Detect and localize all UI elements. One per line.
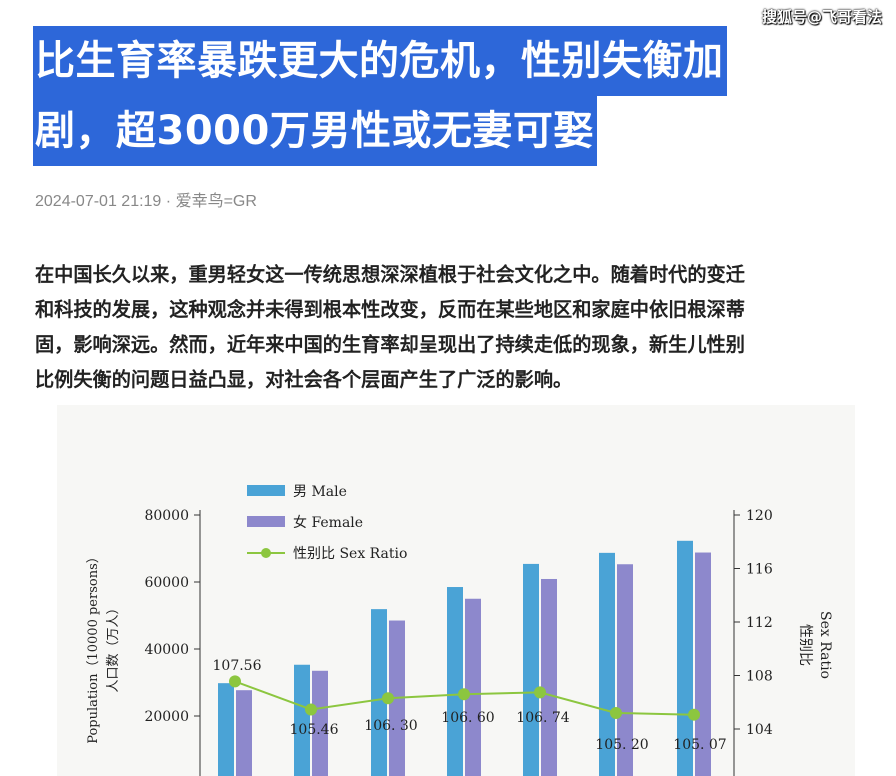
male-bar: [523, 563, 539, 776]
left-tick-label: 60000: [144, 575, 189, 591]
paragraph-line: 比例失衡的问题日益凸显，对社会各个层面产生了广泛的影响。: [35, 368, 573, 391]
legend-label-ratio: 性别比 Sex Ratio: [293, 546, 407, 562]
right-tick-label: 120: [746, 508, 773, 524]
left-tick-label: 20000: [144, 709, 189, 725]
right-tick-label: 116: [746, 562, 773, 578]
left-tick-label: 80000: [144, 508, 189, 524]
population-chart: 80000 60000 40000 20000 120 116 112 108 104 Popul…: [86, 484, 833, 776]
male-bar: [218, 683, 234, 776]
author-link[interactable]: 爱幸鸟=GR: [175, 193, 257, 210]
left-tick-label: 40000: [144, 642, 189, 658]
sex-ratio-point: [458, 688, 470, 701]
male-bar: [599, 552, 615, 776]
right-tick-label: 108: [746, 669, 773, 685]
female-bar: [465, 598, 481, 776]
male-bar: [294, 664, 310, 776]
watermark: 搜狐号@飞哥看法: [761, 8, 882, 26]
female-bar: [695, 552, 711, 776]
title-line-1: 比生育率暴跌更大的危机，性别失衡加: [33, 26, 727, 96]
left-axis-title-zh: 人口数（万人）: [106, 601, 121, 692]
legend-label-male: 男 Male: [293, 484, 347, 500]
sex-ratio-label: 105. 20: [595, 737, 648, 753]
legend-label-female: 女 Female: [293, 514, 363, 531]
sex-ratio-point: [534, 686, 546, 699]
sex-ratio-label: 105.46: [290, 722, 339, 738]
sex-ratio-label: 106. 74: [516, 710, 570, 726]
article-paragraph: 在中国长久以来，重男轻女这一传统思想深深植根于社会文化之中。随着时代的变迁 和科…: [35, 257, 885, 397]
left-axis-title: Population（10000 persons）: [86, 550, 101, 744]
sex-ratio-label: 106. 30: [364, 718, 417, 734]
paragraph-line: 和科技的发展，这种观念并未得到根本性改变，反而在某些地区和家庭中依旧根深蒂: [35, 298, 745, 321]
male-bar: [371, 609, 387, 776]
article-title: 比生育率暴跌更大的危机，性别失衡加 剧，超3000万男性或无妻可娶: [33, 26, 833, 166]
right-axis-title-zh: 性别比: [797, 624, 813, 666]
right-tick-label: 112: [746, 615, 773, 631]
paragraph-line: 固，影响深远。然而，近年来中国的生育率却呈现出了持续走低的现象，新生儿性别: [35, 333, 745, 356]
sex-ratio-label: 107.56: [213, 658, 262, 674]
legend-swatch-male: [247, 485, 285, 496]
sex-ratio-label: 105. 07: [673, 737, 726, 753]
female-bar: [312, 670, 328, 776]
sex-ratio-point: [305, 703, 317, 716]
sex-ratio-point: [382, 692, 394, 705]
legend-marker-ratio: [261, 548, 271, 558]
article-meta: 2024-07-01 21:19 · 爱幸鸟=GR: [35, 187, 257, 211]
title-line-2: 剧，超3000万男性或无妻可娶: [33, 96, 597, 166]
sex-ratio-point: [688, 708, 700, 721]
publish-date: 2024-07-01 21:19: [35, 193, 162, 210]
female-bar: [617, 564, 633, 776]
right-axis-title: Sex Ratio: [817, 611, 833, 679]
meta-separator: ·: [165, 193, 172, 210]
chart-figure: 80000 60000 40000 20000 120 116 112 108 104 Popul…: [57, 405, 855, 776]
sex-ratio-label: 106. 60: [441, 710, 494, 726]
right-tick-label: 104: [746, 722, 773, 738]
sex-ratio-point: [610, 706, 622, 719]
paragraph-line: 在中国长久以来，重男轻女这一传统思想深深植根于社会文化之中。随着时代的变迁: [35, 263, 745, 286]
female-bar: [236, 690, 252, 776]
male-bar: [447, 587, 463, 776]
female-bar: [541, 578, 557, 776]
legend-swatch-female: [247, 516, 285, 527]
sex-ratio-point: [229, 675, 241, 688]
